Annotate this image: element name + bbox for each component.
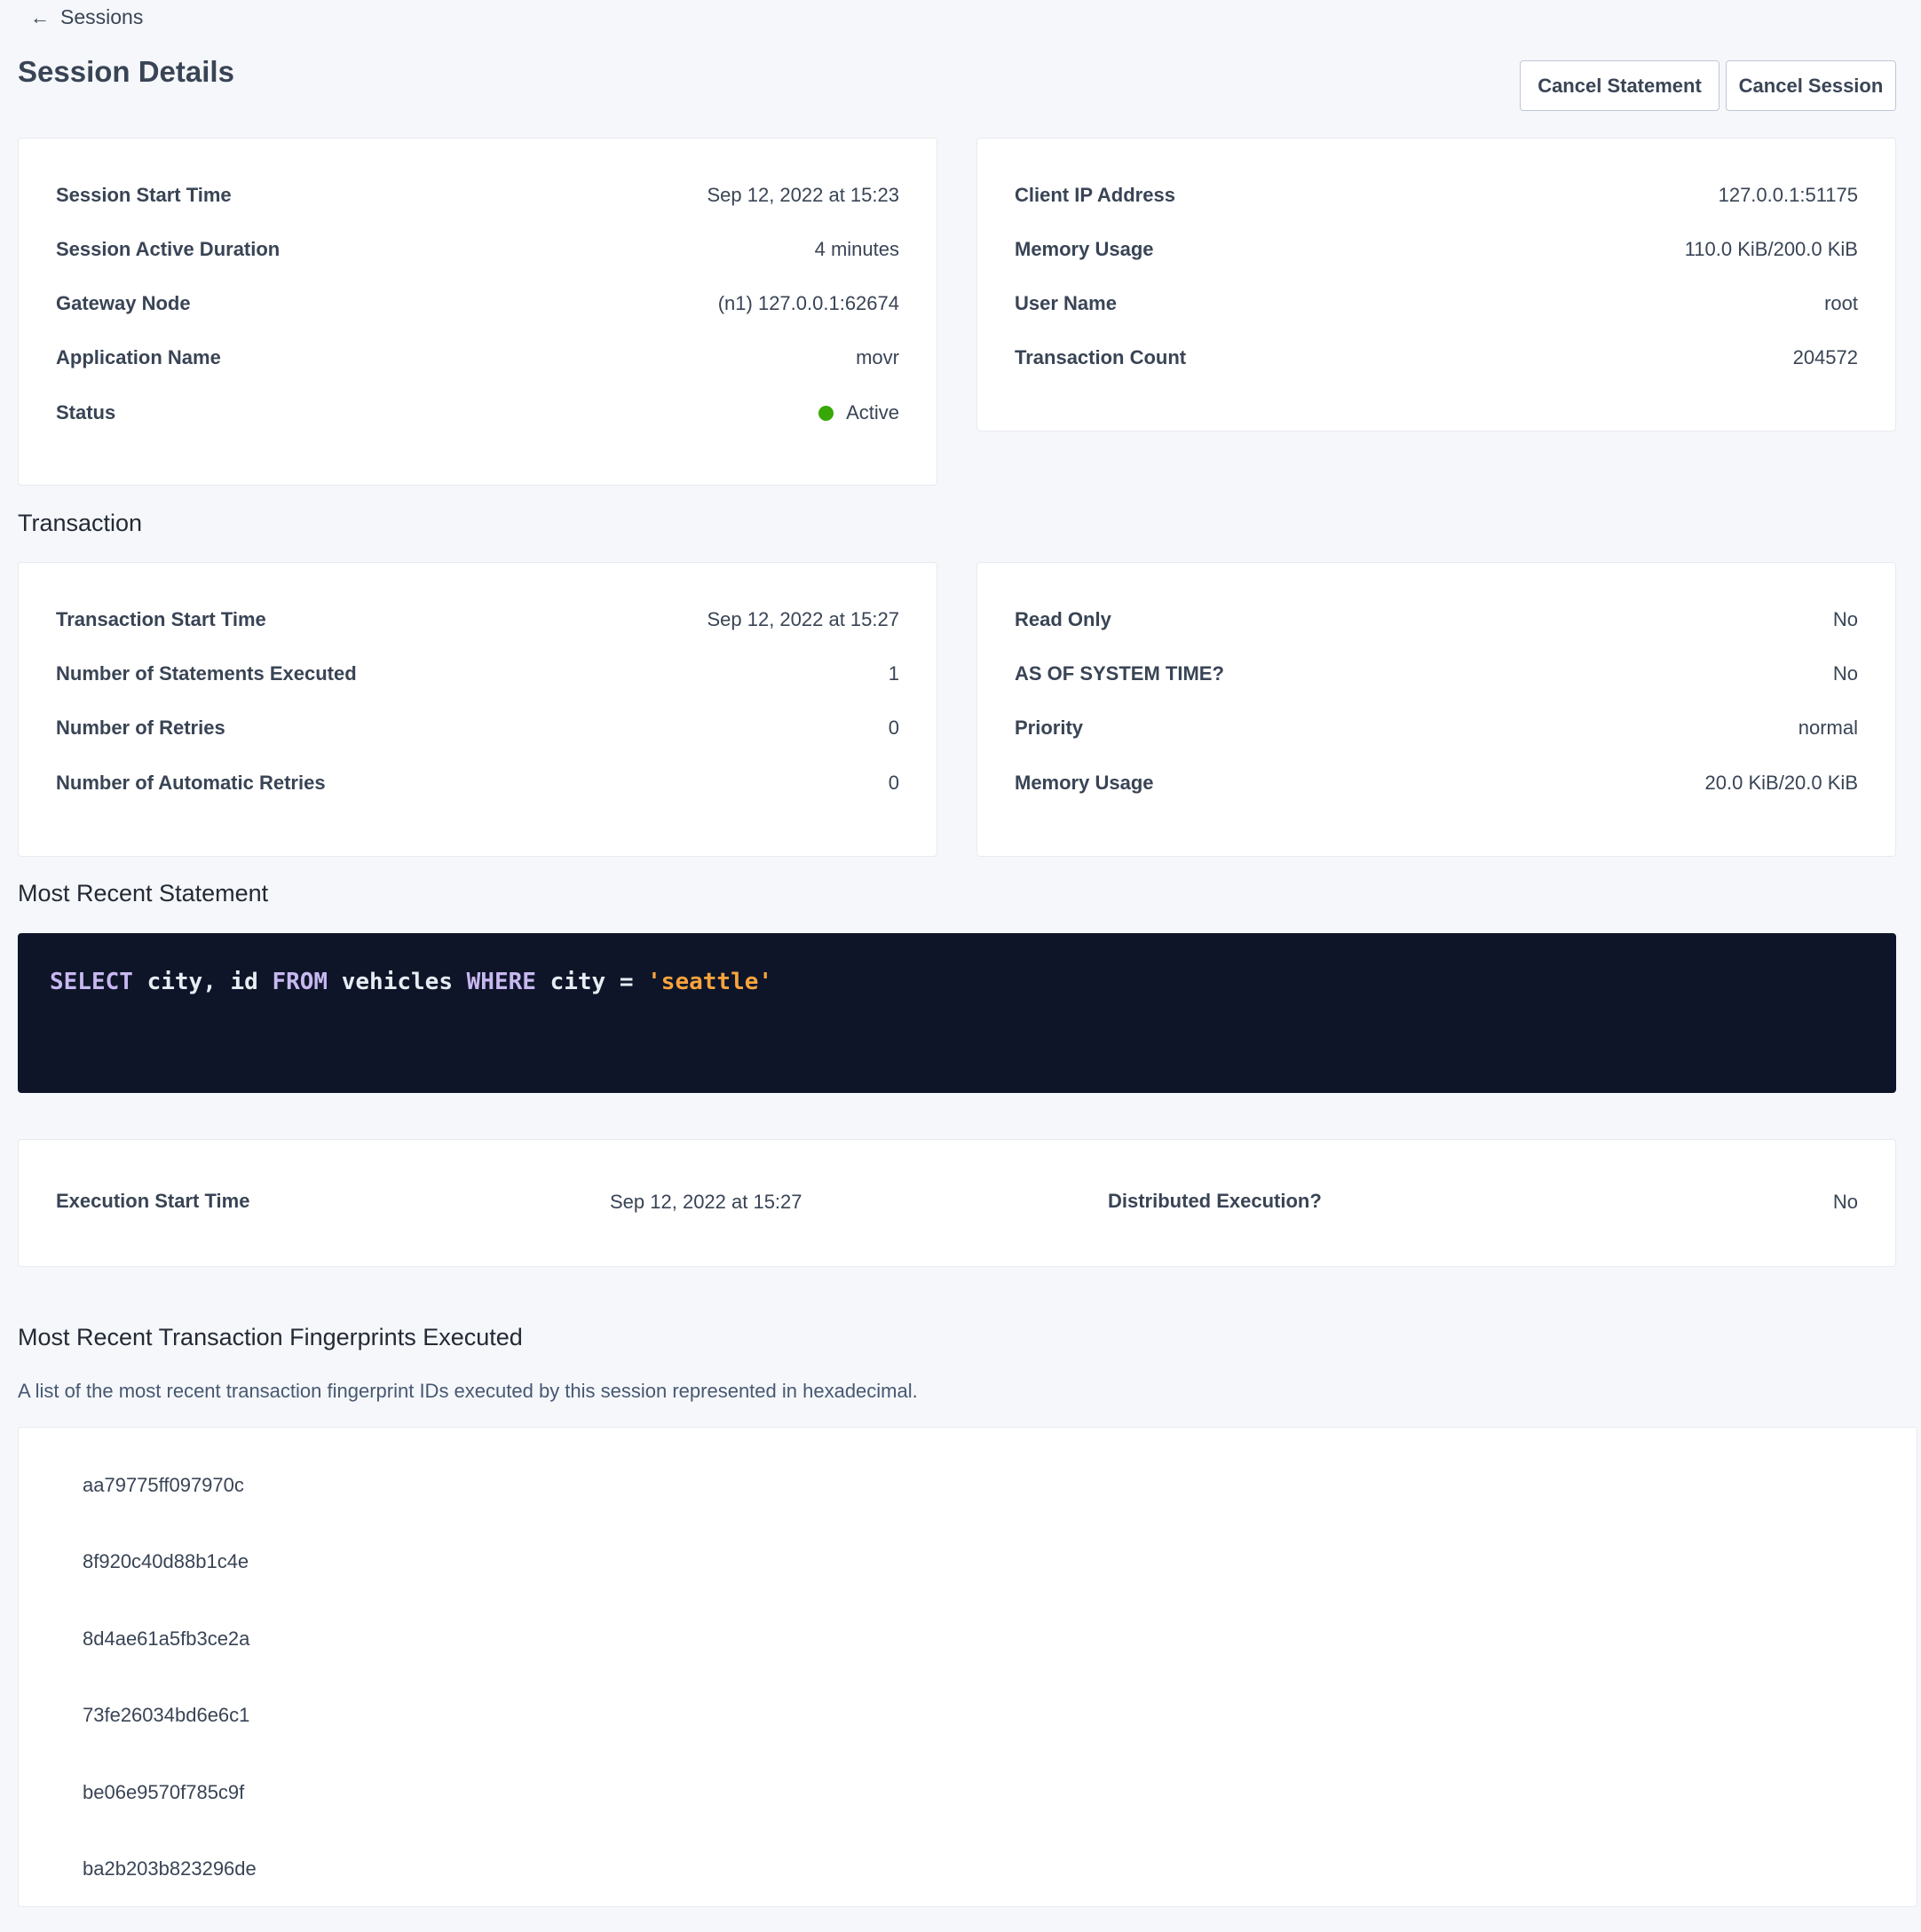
info-row: Number of Statements Executed 1	[56, 661, 899, 687]
info-label: Client IP Address	[1015, 184, 1175, 206]
fingerprint-item[interactable]: aa79775ff097970c	[83, 1474, 244, 1496]
session-info-card: Session Start Time Sep 12, 2022 at 15:23 …	[18, 138, 937, 486]
sql-keyword: WHERE	[466, 969, 536, 995]
sql-keyword: FROM	[272, 969, 328, 995]
transaction-card-left: Transaction Start Time Sep 12, 2022 at 15…	[18, 562, 937, 857]
info-value: 1	[888, 662, 899, 685]
info-value: normal	[1798, 717, 1858, 739]
info-value: 0	[888, 717, 899, 739]
status-dot-icon	[818, 405, 834, 421]
info-label: Memory Usage	[1015, 772, 1154, 794]
info-value: movr	[856, 346, 899, 368]
info-value: 0	[888, 772, 899, 794]
fingerprint-item[interactable]: 73fe26034bd6e6c1	[83, 1704, 250, 1726]
info-label: Session Active Duration	[56, 238, 281, 260]
info-row: Client IP Address 127.0.0.1:51175	[1015, 182, 1858, 209]
info-row: Read Only No	[1015, 606, 1858, 633]
sql-code-block: SELECT city, id FROM vehicles WHERE city…	[18, 933, 1896, 1093]
info-value: root	[1824, 292, 1858, 314]
info-row: Transaction Start Time Sep 12, 2022 at 15…	[56, 606, 899, 633]
info-label: Memory Usage	[1015, 238, 1154, 260]
sql-statement: SELECT city, id FROM vehicles WHERE city…	[50, 969, 772, 995]
fingerprints-description: A list of the most recent transaction fi…	[18, 1380, 918, 1402]
sql-string: 'seattle'	[647, 969, 773, 995]
sql-text: vehicles	[328, 969, 467, 995]
info-row: User Name root	[1015, 290, 1858, 317]
info-label: Status	[56, 401, 116, 424]
info-value: 110.0 KiB/200.0 KiB	[1684, 238, 1858, 260]
info-value: No	[1832, 608, 1858, 630]
info-label: Priority	[1015, 717, 1084, 739]
info-row: Gateway Node (n1) 127.0.0.1:62674	[56, 290, 899, 317]
gateway-node-link[interactable]: (n1) 127.0.0.1:62674	[717, 292, 899, 314]
arrow-left-icon: ←	[30, 5, 50, 28]
execution-start-value: Sep 12, 2022 at 15:27	[610, 1191, 802, 1213]
transaction-card-right: Read Only No AS OF SYSTEM TIME? No Priorit…	[976, 562, 1896, 857]
info-value: Sep 12, 2022 at 15:27	[707, 608, 899, 630]
distributed-value: No	[1832, 1191, 1858, 1213]
fingerprint-item[interactable]: 8f920c40d88b1c4e	[83, 1550, 249, 1572]
info-value: 204572	[1792, 346, 1858, 368]
fingerprints-heading: Most Recent Transaction Fingerprints Exe…	[18, 1324, 523, 1350]
info-value: No	[1832, 662, 1858, 685]
info-row: Number of Retries 0	[56, 715, 899, 741]
info-label: Number of Retries	[56, 717, 225, 739]
info-row: Transaction Count 204572	[1015, 344, 1858, 371]
info-value: 4 minutes	[814, 238, 899, 260]
session-client-card: Client IP Address 127.0.0.1:51175 Memory …	[976, 138, 1896, 432]
info-row: Memory Usage 110.0 KiB/200.0 KiB	[1015, 236, 1858, 263]
status-badge: Active	[818, 401, 899, 424]
cancel-statement-button[interactable]: Cancel Statement	[1520, 60, 1719, 111]
info-label: Number of Statements Executed	[56, 662, 357, 685]
info-label: Transaction Count	[1015, 346, 1187, 368]
info-row: Session Start Time Sep 12, 2022 at 15:23	[56, 182, 899, 209]
execution-start-label: Execution Start Time	[56, 1190, 250, 1212]
sql-keyword: SELECT	[50, 969, 133, 995]
info-row: AS OF SYSTEM TIME? No	[1015, 661, 1858, 687]
distributed-label: Distributed Execution?	[1108, 1190, 1322, 1212]
status-text: Active	[846, 401, 899, 424]
info-label: AS OF SYSTEM TIME?	[1015, 662, 1224, 685]
execution-card: Execution Start Time Sep 12, 2022 at 15:…	[18, 1139, 1896, 1267]
cancel-session-button[interactable]: Cancel Session	[1726, 60, 1896, 111]
page-title: Session Details	[18, 55, 234, 88]
breadcrumb-label: Sessions	[60, 5, 144, 28]
info-label: Application Name	[56, 346, 221, 368]
info-label: Read Only	[1015, 608, 1111, 630]
info-value: 20.0 KiB/20.0 KiB	[1704, 772, 1858, 794]
info-row: Priority normal	[1015, 715, 1858, 741]
info-row: Memory Usage 20.0 KiB/20.0 KiB	[1015, 770, 1858, 796]
statement-heading: Most Recent Statement	[18, 880, 269, 907]
fingerprint-item[interactable]: ba2b203b823296de	[83, 1857, 257, 1880]
breadcrumb-sessions[interactable]: ← Sessions	[30, 5, 143, 29]
transaction-heading: Transaction	[18, 510, 143, 536]
info-label: Session Start Time	[56, 184, 232, 206]
info-row: Session Active Duration 4 minutes	[56, 236, 899, 263]
info-value: 127.0.0.1:51175	[1718, 184, 1858, 206]
info-label: Transaction Start Time	[56, 608, 266, 630]
fingerprint-item[interactable]: be06e9570f785c9f	[83, 1781, 245, 1803]
sql-text: city, id	[132, 969, 273, 995]
fingerprints-list: aa79775ff097970c 8f920c40d88b1c4e 8d4ae6…	[18, 1427, 1917, 1907]
info-row: Number of Automatic Retries 0	[56, 770, 899, 796]
info-value: Sep 12, 2022 at 15:23	[707, 184, 899, 206]
info-label: Gateway Node	[56, 292, 191, 314]
info-label: Number of Automatic Retries	[56, 772, 326, 794]
info-row: Application Name movr	[56, 344, 899, 371]
fingerprint-item[interactable]: 8d4ae61a5fb3ce2a	[83, 1627, 250, 1650]
info-row: Status Active	[56, 400, 899, 426]
info-label: User Name	[1015, 292, 1117, 314]
sql-text: city =	[535, 969, 648, 995]
